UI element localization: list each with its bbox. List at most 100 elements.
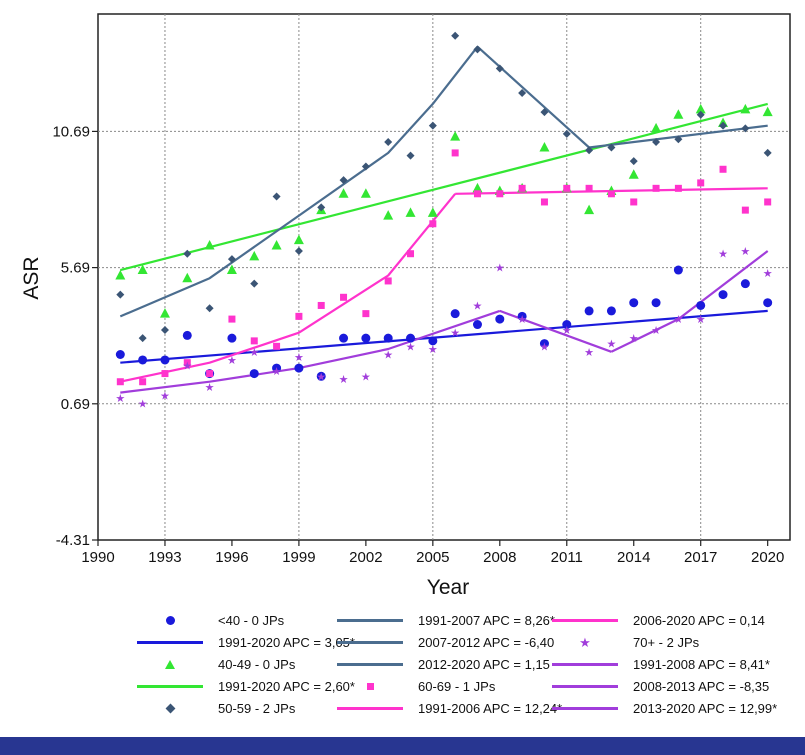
- point-circle: [673, 265, 683, 275]
- point-circle: [316, 371, 326, 381]
- point-circle: [383, 333, 393, 343]
- legend-label: <40 - 0 JPs: [218, 612, 285, 628]
- point-triangle: [137, 264, 148, 275]
- legend-item: 1991-2008 APC = 8,41*: [545, 656, 770, 672]
- legend-line-icon: [137, 684, 203, 688]
- legend-line-icon: [552, 618, 618, 622]
- legend-swatch: [130, 678, 210, 694]
- point-diamond: [763, 148, 772, 157]
- point-star: ★: [182, 359, 192, 372]
- point-square: [719, 165, 727, 173]
- plot-frame: [97, 13, 791, 541]
- point-star: ★: [339, 373, 349, 386]
- legend-swatch: [545, 656, 625, 672]
- point-circle: [339, 333, 349, 343]
- point-diamond: [696, 110, 705, 119]
- point-triangle: [226, 264, 237, 275]
- point-circle: [472, 320, 482, 330]
- point-circle: [629, 298, 639, 308]
- legend-line-icon: [337, 662, 403, 666]
- x-tick-label: 2008: [483, 549, 516, 566]
- legend-swatch: [545, 612, 625, 628]
- legend-item: 1991-2020 APC = 2,60*: [130, 678, 355, 694]
- point-diamond: [138, 334, 147, 343]
- point-square: [273, 342, 281, 350]
- point-triangle: [472, 182, 483, 193]
- point-square: [518, 184, 526, 192]
- point-star: ★: [316, 370, 326, 383]
- point-circle: [249, 369, 259, 379]
- point-diamond: [250, 279, 259, 288]
- point-triangle: [628, 169, 639, 179]
- axis-layer: 1990 1993 1996 1999 2002 2005 2008 2011 2014 2017…: [52, 123, 784, 566]
- legend-label: 70+ - 2 JPs: [633, 634, 700, 650]
- point-triangle: [159, 308, 170, 318]
- legend-item: 1991-2007 APC = 8,26*: [330, 612, 555, 628]
- point-diamond: [495, 64, 504, 73]
- point-square: [407, 250, 415, 258]
- legend-item: 2007-2012 APC = -6,40: [330, 634, 554, 650]
- legend-circle-icon: [165, 615, 175, 625]
- point-circle: [495, 314, 505, 324]
- point-star: ★: [272, 365, 282, 378]
- point-star: ★: [696, 313, 706, 326]
- point-triangle: [740, 103, 751, 114]
- point-triangle: [293, 234, 304, 245]
- point-circle: [294, 363, 304, 373]
- point-square: [630, 198, 638, 206]
- point-circle: [361, 333, 371, 343]
- point-circle: [115, 349, 125, 359]
- point-diamond: [674, 135, 683, 144]
- point-square: [563, 184, 571, 192]
- point-square: [674, 184, 682, 192]
- point-triangle: [762, 106, 773, 117]
- point-circle: [606, 306, 616, 316]
- legend-item: 2013-2020 APC = 12,99*: [545, 700, 777, 716]
- point-diamond: [518, 88, 527, 97]
- point-triangle: [249, 250, 260, 261]
- point-square: [496, 190, 504, 198]
- point-square: [585, 184, 593, 192]
- asr-chart: ★ ★★★★★★★★★ ★ ★★★ ★★★★★★★★★ ★★★ ★★ ★★ 1990 1993 1…: [20, 13, 791, 599]
- x-tick-label: 2011: [551, 549, 583, 566]
- point-star: ★: [115, 392, 125, 405]
- point-star: ★: [160, 389, 170, 402]
- point-star: ★: [428, 343, 438, 356]
- point-square: [429, 220, 437, 228]
- legend-line-icon: [337, 706, 403, 710]
- legend-label: 1991-2020 APC = 2,60*: [218, 678, 355, 694]
- legend-label: 2006-2020 APC = 0,14: [633, 612, 765, 628]
- x-tick-label: 2020: [751, 549, 784, 566]
- point-square: [473, 190, 481, 198]
- point-square: [116, 378, 124, 386]
- point-diamond: [540, 108, 549, 117]
- x-tick-label: 1993: [148, 549, 181, 566]
- point-triangle: [651, 122, 662, 133]
- point-triangle: [338, 188, 349, 198]
- point-diamond: [428, 121, 437, 130]
- point-square: [295, 312, 303, 320]
- point-star: ★: [562, 324, 572, 337]
- point-star: ★: [718, 248, 728, 261]
- point-star: ★: [450, 327, 460, 340]
- point-star: ★: [629, 332, 639, 345]
- point-square: [228, 315, 236, 323]
- point-triangle: [584, 204, 595, 215]
- point-circle: [763, 298, 773, 308]
- legend-item: 2008-2013 APC = -8,35: [545, 678, 769, 694]
- x-tick-label: 2014: [617, 549, 650, 566]
- point-diamond: [652, 138, 661, 147]
- legend-line-icon: [552, 684, 618, 688]
- point-diamond: [116, 290, 125, 299]
- legend-item: 2012-2020 APC = 1,15: [330, 656, 550, 672]
- point-star: ★: [495, 261, 505, 274]
- point-square: [317, 301, 325, 309]
- point-star: ★: [205, 381, 215, 394]
- point-triangle: [695, 103, 706, 114]
- point-square: [741, 206, 749, 214]
- point-square: [540, 198, 548, 206]
- point-triangle: [115, 270, 126, 280]
- legend-swatch: [330, 700, 410, 716]
- point-circle: [450, 309, 460, 319]
- legend-label: 2008-2013 APC = -8,35: [633, 678, 770, 694]
